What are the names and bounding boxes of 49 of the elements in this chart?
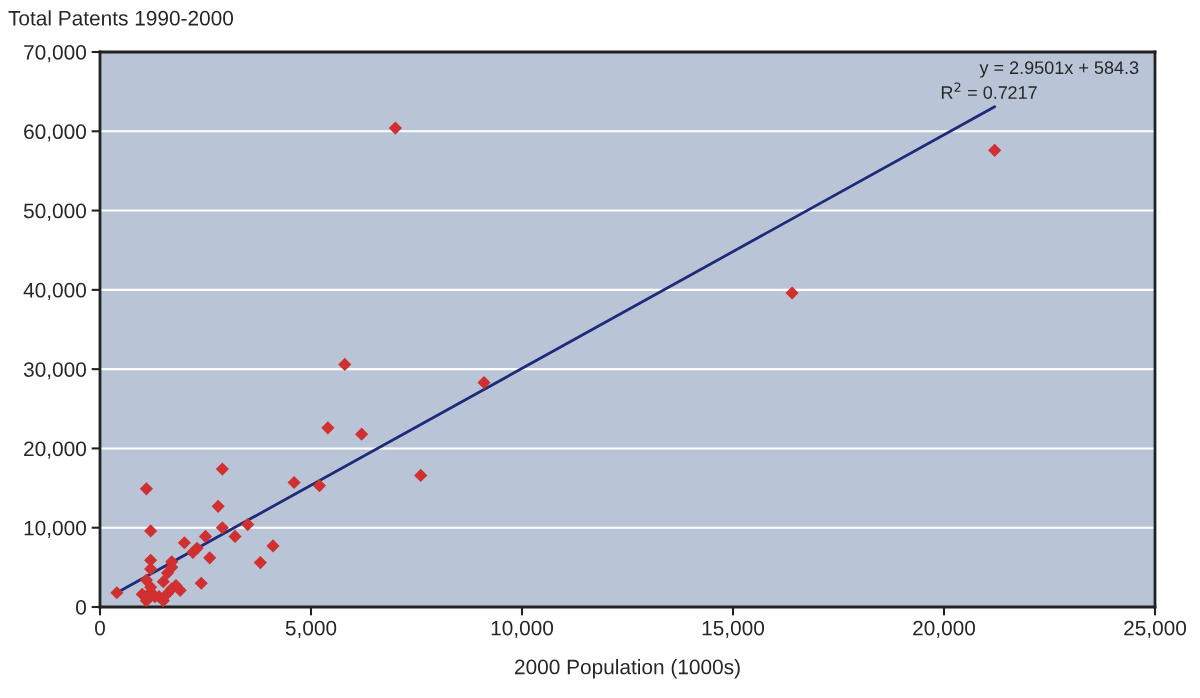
point	[388, 121, 402, 135]
point	[211, 499, 225, 513]
annotation: R$^{2}$ = 0.7217	[941, 82, 1037, 99]
point	[160, 586, 175, 601]
point	[241, 517, 255, 532]
y-tick-label: 20,000	[24, 441, 86, 459]
point	[321, 421, 335, 435]
point	[203, 551, 217, 565]
point	[139, 594, 154, 607]
point	[287, 475, 301, 490]
point	[988, 143, 1002, 157]
x-tick-label: 25,000	[1124, 620, 1187, 638]
point	[110, 586, 124, 600]
x-tick-label: 0	[95, 620, 105, 636]
x-tick-label: 10,000	[491, 620, 554, 638]
point	[266, 539, 280, 553]
point	[355, 427, 369, 441]
point	[312, 479, 327, 493]
point	[338, 357, 352, 371]
point	[160, 566, 175, 580]
point	[139, 573, 154, 587]
y-tick-label: 40,000	[23, 282, 86, 301]
point	[228, 529, 242, 544]
y-tick-label: 30,000	[23, 362, 86, 380]
point	[194, 576, 208, 590]
point	[144, 524, 158, 538]
point	[477, 376, 491, 390]
point	[215, 462, 229, 476]
point	[414, 468, 428, 482]
x-tick-label: 5,000	[285, 620, 337, 638]
point	[177, 536, 191, 550]
y-tick-label: 50,000	[23, 203, 86, 221]
y-tick-label: 10,000	[24, 520, 86, 538]
point	[144, 562, 158, 576]
point	[139, 482, 154, 496]
point	[215, 521, 229, 535]
y-tick-label: 0	[76, 600, 86, 615]
y-axis-title: Total Patents 1990-2000	[8, 10, 234, 26]
y-tick-label: 60,000	[24, 124, 86, 142]
point	[186, 545, 200, 559]
point	[253, 556, 267, 570]
x-tick-label: 20,000	[913, 620, 976, 638]
point	[785, 286, 799, 300]
point	[156, 575, 170, 589]
x-tick-label: 15,000	[702, 620, 765, 638]
x-axis-title: 2000 Population (1000s)	[515, 659, 740, 679]
y-tick-label: 70,000	[24, 45, 86, 63]
point	[198, 529, 213, 544]
annotation: y = 2.9501x + 584.3	[979, 61, 1139, 78]
